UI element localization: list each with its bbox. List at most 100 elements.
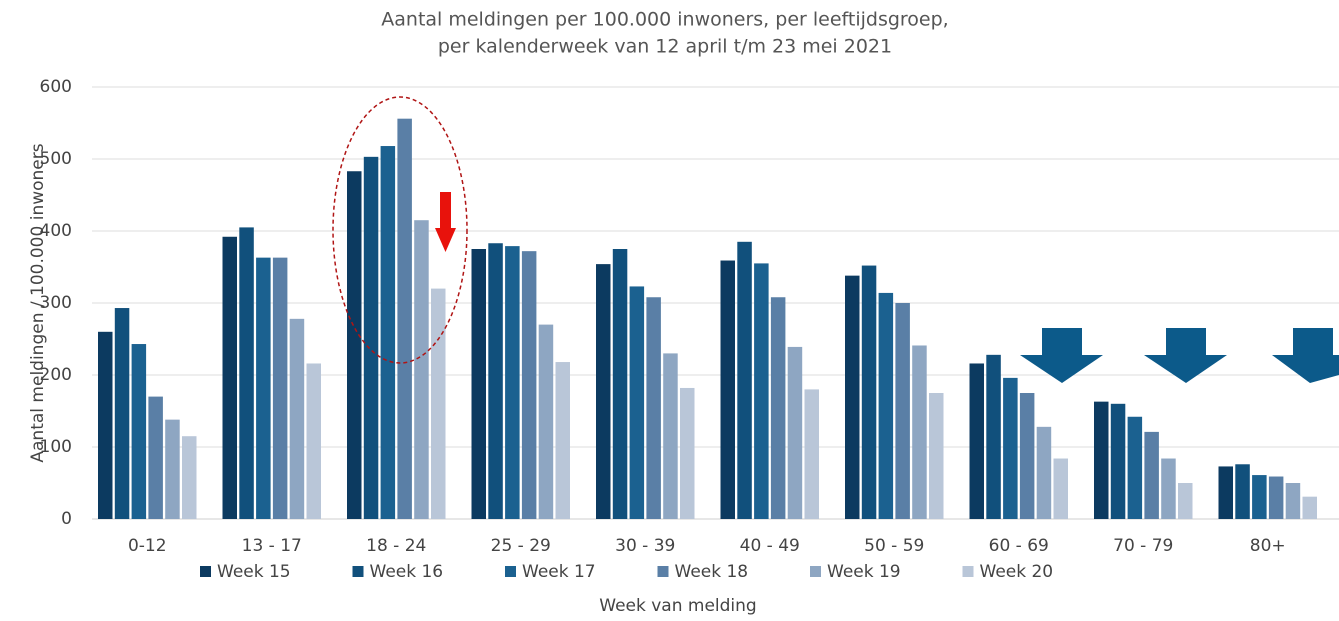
bar — [1161, 458, 1176, 519]
bar — [969, 363, 984, 519]
bar — [289, 318, 305, 519]
bar — [1019, 393, 1035, 519]
bar — [182, 436, 197, 519]
x-tick-label: 13 - 17 — [242, 536, 302, 556]
legend-swatch — [810, 566, 821, 577]
x-tick-label: 60 - 69 — [989, 536, 1049, 556]
bar — [1036, 426, 1052, 519]
bar — [256, 257, 271, 519]
bar — [131, 344, 147, 519]
bar — [1268, 476, 1284, 519]
bar — [98, 331, 113, 519]
bar — [347, 171, 362, 520]
bar — [306, 363, 321, 519]
legend-label: Week 18 — [675, 562, 749, 582]
bar — [804, 389, 819, 519]
y-tick-label: 200 — [40, 365, 72, 385]
bar — [845, 275, 860, 519]
x-tick-label: 25 - 29 — [491, 536, 551, 556]
x-tick-label: 30 - 39 — [615, 536, 675, 556]
bar — [596, 264, 611, 519]
bar — [114, 308, 130, 519]
bar — [148, 396, 163, 519]
x-tick-label: 70 - 79 — [1113, 536, 1173, 556]
bar — [555, 362, 570, 519]
bar — [222, 236, 237, 519]
x-tick-label: 0-12 — [128, 536, 167, 556]
legend-swatch — [200, 566, 211, 577]
bar — [1144, 431, 1159, 519]
x-tick-label: 50 - 59 — [864, 536, 924, 556]
bar — [986, 354, 1001, 519]
highlight-ellipse — [332, 96, 468, 364]
y-tick-label: 100 — [40, 437, 72, 457]
legend-label: Week 17 — [522, 562, 596, 582]
bar — [787, 346, 803, 519]
x-axis-label: Week van melding — [599, 596, 756, 616]
y-tick-label: 400 — [40, 221, 72, 241]
red-arrow — [435, 192, 456, 252]
legend: Week 15 Week 16 Week 17 Week 18 Week 19 Week … — [200, 562, 1053, 582]
bar — [1094, 401, 1109, 519]
bar — [431, 288, 446, 519]
bar — [1003, 377, 1018, 519]
bar — [414, 220, 429, 519]
x-tick-label: 18 - 24 — [366, 536, 426, 556]
bar — [663, 353, 678, 519]
legend-swatch — [962, 566, 974, 577]
legend-swatch — [352, 566, 364, 577]
bar — [239, 227, 254, 519]
x-tick-label: 40 - 49 — [740, 536, 800, 556]
bar — [1285, 483, 1301, 519]
bar — [1110, 403, 1126, 519]
blue-arrow — [1020, 328, 1103, 383]
bar — [754, 263, 769, 519]
chart-title: per kalenderweek van 12 april t/m 23 mei… — [438, 36, 892, 58]
bar — [878, 292, 894, 519]
legend-label: Week 20 — [980, 562, 1054, 582]
y-tick-label: 600 — [40, 77, 72, 97]
bar — [770, 297, 786, 519]
annotations — [332, 96, 1339, 383]
bar — [680, 387, 695, 519]
bar — [521, 251, 537, 519]
chart-title: Aantal meldingen per 100.000 inwoners, p… — [381, 9, 948, 31]
bar — [363, 156, 379, 519]
bar — [471, 249, 486, 519]
bar — [1218, 466, 1233, 519]
bar — [629, 286, 645, 519]
bar — [737, 241, 752, 520]
bar — [488, 243, 503, 520]
x-tick-label: 80+ — [1250, 536, 1286, 556]
bar — [929, 393, 944, 519]
bar — [612, 249, 628, 519]
bar — [538, 324, 554, 519]
bar — [912, 345, 927, 519]
y-tick-label: 0 — [61, 509, 72, 529]
bar — [1302, 496, 1317, 519]
legend-label: Week 15 — [217, 562, 291, 582]
bar — [380, 146, 396, 520]
legend-label: Week 19 — [827, 562, 901, 582]
bar — [1053, 458, 1068, 519]
blue-arrow — [1144, 328, 1227, 383]
legend-swatch — [505, 566, 516, 577]
bar — [1127, 416, 1143, 519]
y-tick-label: 300 — [40, 293, 72, 313]
legend-swatch — [657, 566, 669, 577]
y-tick-label: 500 — [40, 149, 72, 169]
bar — [861, 265, 877, 519]
bar — [272, 257, 288, 519]
bar — [895, 303, 910, 519]
y-axis-label: Aantal meldingen / 100.000 inwoners — [28, 143, 48, 462]
blue-arrow — [1272, 328, 1339, 383]
bar — [646, 297, 661, 519]
bar — [505, 246, 520, 519]
bar — [1252, 475, 1267, 519]
legend-label: Week 16 — [370, 562, 444, 582]
bar — [165, 419, 180, 519]
bar — [720, 260, 735, 519]
bar — [397, 118, 412, 520]
bar — [1178, 483, 1193, 519]
